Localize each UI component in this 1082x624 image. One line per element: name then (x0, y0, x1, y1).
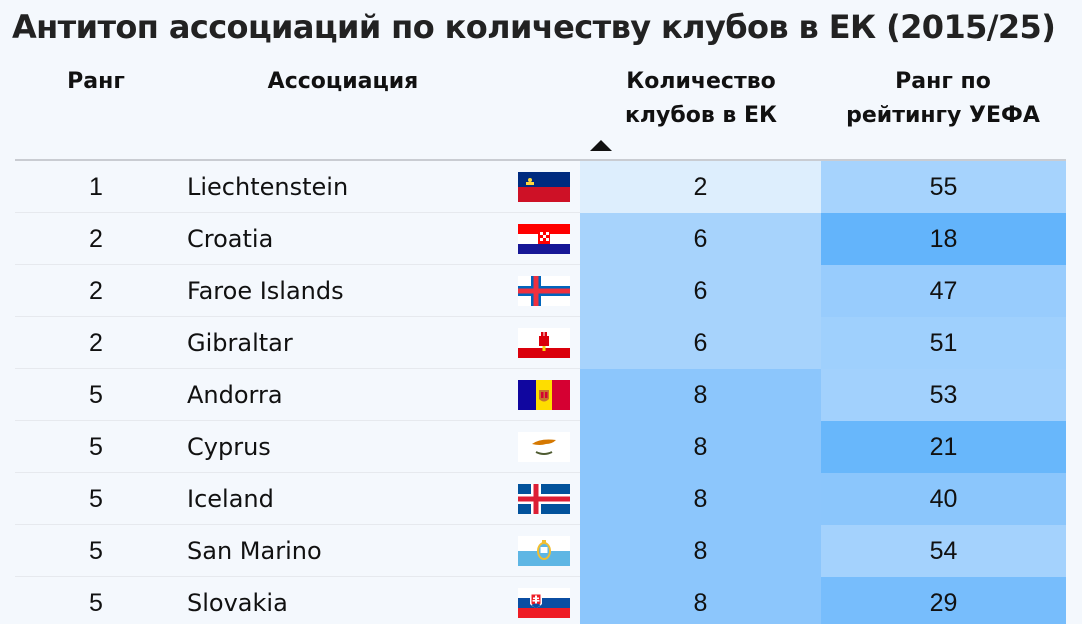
liechtenstein-flag-icon (518, 161, 570, 213)
uefa-rank-cell: 29 (821, 577, 1066, 624)
rank-cell: 2 (89, 277, 103, 305)
rank-cell: 2 (89, 329, 103, 357)
association-name-cell: Croatia (187, 225, 274, 253)
clubs-count-cell: 8 (580, 577, 821, 624)
table-row[interactable]: 2 Gibraltar 6 51 (15, 317, 1066, 369)
san-marino-flag-icon (518, 525, 570, 577)
rank-cell: 2 (89, 225, 103, 253)
uefa-rank-cell: 40 (821, 473, 1066, 525)
clubs-count-cell: 6 (580, 213, 821, 265)
column-header-uefa-line1: Ранг по (895, 69, 991, 94)
slovakia-flag-icon (518, 577, 570, 624)
column-header-uefa-line2: рейтингу УЕФА (846, 103, 1040, 128)
chart-title: Антитоп ассоциаций по количеству клубов … (12, 8, 1056, 46)
column-header-rank[interactable]: Ранг (67, 69, 125, 94)
sort-ascending-icon[interactable] (590, 140, 612, 151)
table-row[interactable]: 5 Iceland 8 40 (15, 473, 1066, 525)
rank-cell: 5 (89, 433, 103, 461)
clubs-count-cell: 8 (580, 473, 821, 525)
clubs-count-cell: 8 (580, 369, 821, 421)
uefa-rank-cell: 21 (821, 421, 1066, 473)
uefa-rank-cell: 53 (821, 369, 1066, 421)
column-header-clubs-line2: клубов в ЕК (624, 103, 778, 128)
clubs-count-cell: 6 (580, 265, 821, 317)
iceland-flag-icon (518, 473, 570, 525)
column-header-clubs-line1: Количество (626, 69, 776, 94)
rank-cell: 5 (89, 485, 103, 513)
uefa-rank-cell: 54 (821, 525, 1066, 577)
faroe-islands-flag-icon (518, 265, 570, 317)
clubs-count-cell: 6 (580, 317, 821, 369)
uefa-rank-cell: 18 (821, 213, 1066, 265)
table-row[interactable]: 5 Andorra 8 53 (15, 369, 1066, 421)
header-divider (15, 159, 1066, 161)
rank-cell: 5 (89, 589, 103, 617)
association-name-cell: Faroe Islands (187, 277, 344, 305)
rank-cell: 5 (89, 381, 103, 409)
association-name-cell: San Marino (187, 537, 322, 565)
column-header-uefa-rank[interactable]: Ранг по рейтингу УЕФА (820, 65, 1066, 133)
clubs-count-cell: 8 (580, 421, 821, 473)
table-row[interactable]: 5 San Marino 8 54 (15, 525, 1066, 577)
association-name-cell: Andorra (187, 381, 283, 409)
uefa-rank-cell: 47 (821, 265, 1066, 317)
association-name-cell: Iceland (187, 485, 274, 513)
clubs-count-cell: 2 (580, 161, 821, 213)
rank-cell: 5 (89, 537, 103, 565)
table-body: 1 Liechtenstein 2 55 2 Croatia 6 18 2 Faroe Islan… (15, 161, 1066, 624)
table-row[interactable]: 1 Liechtenstein 2 55 (15, 161, 1066, 213)
column-header-association[interactable]: Ассоциация (267, 69, 419, 94)
uefa-rank-cell: 55 (821, 161, 1066, 213)
gibraltar-flag-icon (518, 317, 570, 369)
table-row[interactable]: 5 Slovakia 8 29 (15, 577, 1066, 624)
column-header-clubs[interactable]: Количество клубов в ЕК (590, 65, 812, 133)
table-row[interactable]: 2 Faroe Islands 6 47 (15, 265, 1066, 317)
croatia-flag-icon (518, 213, 570, 265)
association-name-cell: Gibraltar (187, 329, 293, 357)
clubs-count-cell: 8 (580, 525, 821, 577)
association-name-cell: Cyprus (187, 433, 271, 461)
table-row[interactable]: 5 Cyprus 8 21 (15, 421, 1066, 473)
rank-cell: 1 (89, 173, 103, 201)
cyprus-flag-icon (518, 421, 570, 473)
uefa-rank-cell: 51 (821, 317, 1066, 369)
association-name-cell: Liechtenstein (187, 173, 349, 201)
andorra-flag-icon (518, 369, 570, 421)
table-row[interactable]: 2 Croatia 6 18 (15, 213, 1066, 265)
association-name-cell: Slovakia (187, 589, 288, 617)
